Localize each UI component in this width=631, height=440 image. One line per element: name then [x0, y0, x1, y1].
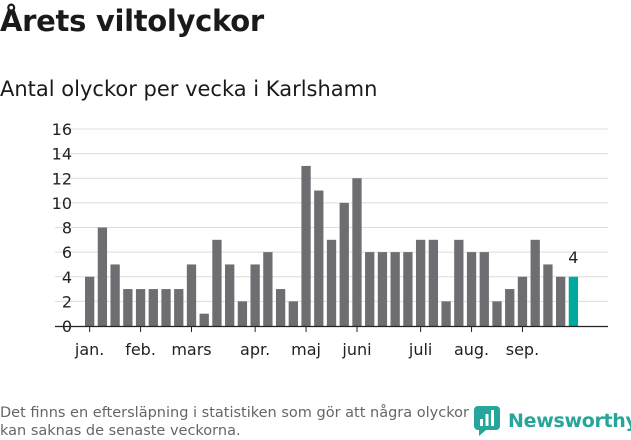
- chart-subtitle: Antal olyckor per vecka i Karlshamn: [0, 77, 378, 101]
- y-tick-label: 12: [52, 169, 72, 188]
- x-tick-label: jan.: [74, 340, 104, 359]
- x-tick-label: juni: [341, 340, 371, 359]
- bar: [174, 289, 184, 326]
- bar: [288, 301, 298, 326]
- bar: [135, 289, 146, 326]
- bar: [428, 239, 439, 326]
- x-tick-label: aug.: [454, 340, 489, 359]
- bar: [492, 301, 502, 326]
- bar: [199, 313, 209, 326]
- x-tick-label: sep.: [506, 340, 539, 359]
- y-tick-label: 10: [52, 194, 72, 213]
- bar: [479, 252, 489, 326]
- x-tick-label: apr.: [240, 340, 270, 359]
- footnote: Det finns en eftersläpning i statistiken…: [0, 405, 469, 439]
- x-tick-label: juli: [408, 340, 432, 359]
- bar: [543, 264, 553, 326]
- bar: [301, 165, 311, 326]
- bar: [441, 301, 451, 326]
- annotations: 4: [568, 248, 578, 267]
- bar: [97, 227, 108, 326]
- bar: [556, 276, 566, 326]
- bar: [148, 289, 158, 326]
- y-tick-label: 2: [62, 292, 72, 311]
- bar: [326, 239, 337, 326]
- bar: [212, 239, 222, 326]
- bar: [225, 264, 235, 326]
- brand: Newsworthy: [474, 406, 631, 436]
- bar: [505, 289, 515, 326]
- bar: [466, 252, 477, 326]
- bar: [161, 289, 171, 326]
- x-tick-label: mars: [171, 340, 211, 359]
- bar: [123, 289, 133, 326]
- bar: [263, 252, 273, 326]
- bar: [415, 239, 426, 326]
- bar: [390, 252, 400, 326]
- bar: [352, 178, 362, 326]
- highlight-data-label: 4: [568, 248, 578, 267]
- bar: [250, 264, 260, 326]
- x-tick-label: feb.: [125, 340, 156, 359]
- bar: [186, 264, 197, 326]
- bar: [110, 264, 120, 326]
- y-tick-label: 8: [62, 219, 72, 238]
- bar: [237, 301, 248, 326]
- y-tick-label: 16: [52, 120, 72, 139]
- bar: [365, 252, 375, 326]
- bar: [454, 239, 464, 326]
- bar: [275, 289, 286, 326]
- bar: [517, 276, 528, 326]
- brand-name: Newsworthy: [508, 410, 631, 432]
- x-axis: jan. feb. mars apr. maj juni juli aug. sep.: [55, 325, 608, 359]
- bar: [403, 252, 413, 326]
- newsworthy-logo-icon: [474, 406, 500, 436]
- bars: [85, 165, 579, 326]
- x-tick-label: maj: [291, 340, 321, 359]
- bar: [314, 190, 324, 326]
- y-tick-label: 6: [62, 243, 72, 262]
- y-tick-label: 14: [52, 145, 72, 164]
- bar: [530, 239, 540, 326]
- bar: [85, 276, 95, 326]
- chart-title: Årets viltolyckor: [0, 4, 264, 38]
- bar-highlight: [568, 276, 579, 326]
- y-tick-label: 4: [62, 268, 72, 287]
- bar: [377, 252, 388, 326]
- bar: [339, 202, 349, 326]
